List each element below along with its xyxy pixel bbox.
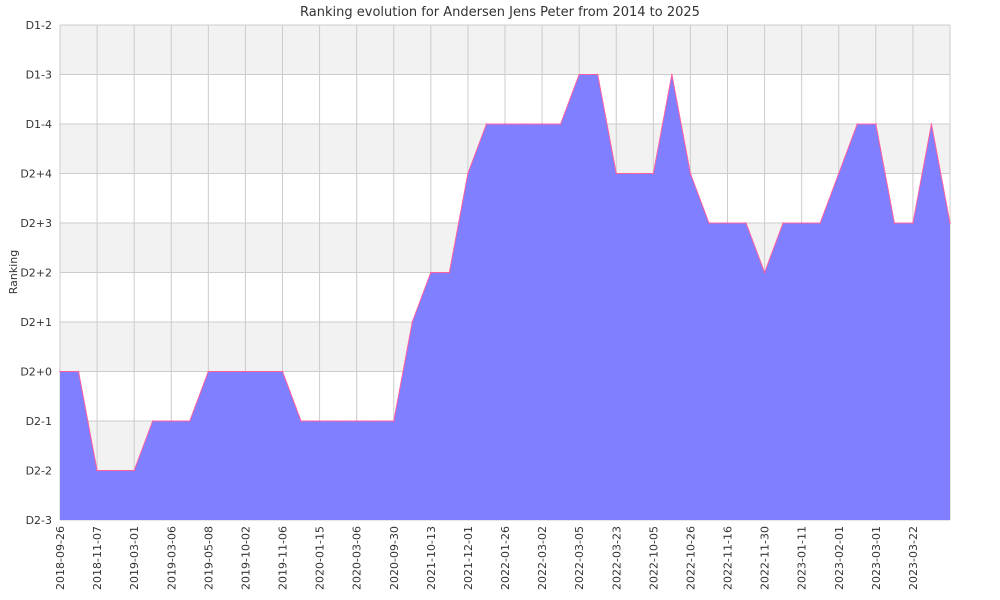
x-tick-label: 2019-03-01 bbox=[128, 526, 141, 590]
x-tick-label: 2021-10-13 bbox=[425, 526, 438, 590]
x-tick-label: 2022-11-30 bbox=[759, 526, 772, 590]
data-point bbox=[263, 370, 265, 373]
data-point bbox=[355, 420, 358, 422]
data-point bbox=[337, 420, 339, 422]
data-point bbox=[763, 271, 766, 274]
data-point bbox=[949, 222, 951, 224]
x-tick-label: 2019-11-06 bbox=[277, 526, 290, 590]
data-point bbox=[875, 123, 877, 125]
data-point bbox=[782, 222, 784, 224]
y-tick-label: D1-4 bbox=[26, 118, 52, 131]
data-point bbox=[578, 73, 580, 76]
data-point bbox=[745, 222, 747, 224]
data-point bbox=[114, 469, 117, 472]
y-tick-label: D2+1 bbox=[20, 316, 52, 329]
data-point bbox=[411, 321, 414, 323]
x-tick-label: 2023-03-22 bbox=[907, 526, 920, 590]
data-point bbox=[596, 73, 599, 76]
x-tick-label: 2022-11-16 bbox=[722, 526, 735, 590]
data-point bbox=[522, 123, 525, 125]
x-tick-label: 2021-12-01 bbox=[462, 526, 475, 590]
y-tick-label: D2-2 bbox=[26, 465, 52, 478]
x-tick-label: 2020-01-15 bbox=[314, 526, 327, 590]
data-point bbox=[226, 370, 228, 373]
data-point bbox=[652, 172, 655, 175]
x-tick-label: 2023-01-11 bbox=[796, 526, 809, 590]
x-tick-label: 2023-02-01 bbox=[833, 526, 846, 590]
data-point bbox=[170, 420, 173, 422]
y-axis-label: Ranking bbox=[7, 250, 20, 295]
data-point bbox=[689, 172, 692, 175]
data-point bbox=[856, 123, 859, 125]
data-point bbox=[800, 222, 803, 224]
data-point bbox=[708, 222, 710, 224]
x-tick-label: 2018-09-26 bbox=[54, 526, 67, 590]
data-point bbox=[133, 469, 135, 472]
data-point bbox=[59, 370, 61, 373]
y-tick-labels: D2-3 D2-2 D2-1 D2+0 D2+1 D2+2 D2+3 D2+4 D1-4 D1-3… bbox=[20, 19, 52, 527]
x-tick-label: 2018-11-07 bbox=[91, 526, 104, 590]
x-tick-label: 2019-10-02 bbox=[239, 526, 252, 590]
data-point bbox=[244, 370, 247, 373]
data-point bbox=[633, 172, 636, 175]
data-point bbox=[893, 222, 896, 224]
data-point bbox=[559, 123, 562, 125]
y-tick-label: D2+0 bbox=[20, 366, 52, 379]
data-point bbox=[207, 370, 210, 373]
data-point bbox=[541, 123, 543, 125]
x-tick-label: 2022-10-26 bbox=[684, 526, 697, 590]
data-point bbox=[300, 420, 302, 422]
data-point bbox=[188, 420, 191, 422]
data-point bbox=[504, 123, 506, 125]
chart-title: Ranking evolution for Andersen Jens Pete… bbox=[300, 5, 700, 20]
data-point bbox=[467, 172, 469, 175]
x-tick-label: 2019-05-08 bbox=[202, 526, 215, 590]
data-point bbox=[374, 420, 377, 422]
data-point bbox=[430, 271, 432, 274]
x-tick-label: 2022-03-05 bbox=[573, 526, 586, 590]
data-point bbox=[96, 469, 98, 472]
data-point bbox=[912, 222, 914, 224]
x-tick-label: 2022-03-23 bbox=[610, 526, 623, 590]
x-tick-labels: 2018-09-26 2018-11-07 2019-03-01 2019-03-06… bbox=[54, 526, 920, 590]
data-point bbox=[448, 271, 451, 274]
data-point bbox=[726, 222, 729, 224]
data-point bbox=[392, 420, 395, 422]
x-tick-label: 2020-09-30 bbox=[388, 526, 401, 590]
data-point bbox=[671, 73, 673, 76]
y-tick-label: D1-2 bbox=[26, 19, 52, 32]
data-point bbox=[318, 420, 321, 422]
data-point bbox=[615, 172, 618, 175]
x-tick-label: 2020-03-06 bbox=[351, 526, 364, 590]
x-tick-label: 2019-03-06 bbox=[165, 526, 178, 590]
y-tick-label: D2-1 bbox=[26, 415, 52, 428]
x-tick-label: 2022-01-26 bbox=[499, 526, 512, 590]
ranking-area-fill bbox=[60, 74, 950, 520]
x-tick-label: 2023-03-01 bbox=[870, 526, 883, 590]
y-tick-label: D2+3 bbox=[20, 217, 52, 230]
y-tick-label: D2+2 bbox=[20, 267, 52, 280]
data-point bbox=[485, 123, 488, 125]
data-point bbox=[77, 370, 80, 373]
data-point bbox=[837, 172, 840, 175]
y-tick-label: D2+4 bbox=[20, 168, 52, 181]
x-tick-label: 2022-10-05 bbox=[647, 526, 660, 590]
data-point bbox=[151, 420, 154, 422]
y-tick-label: D2-3 bbox=[26, 514, 52, 527]
data-point bbox=[930, 123, 933, 125]
data-point bbox=[281, 370, 284, 373]
x-tick-label: 2022-03-02 bbox=[536, 526, 549, 590]
y-tick-label: D1-3 bbox=[26, 69, 52, 82]
ranking-area bbox=[59, 73, 951, 520]
data-point bbox=[819, 222, 822, 224]
